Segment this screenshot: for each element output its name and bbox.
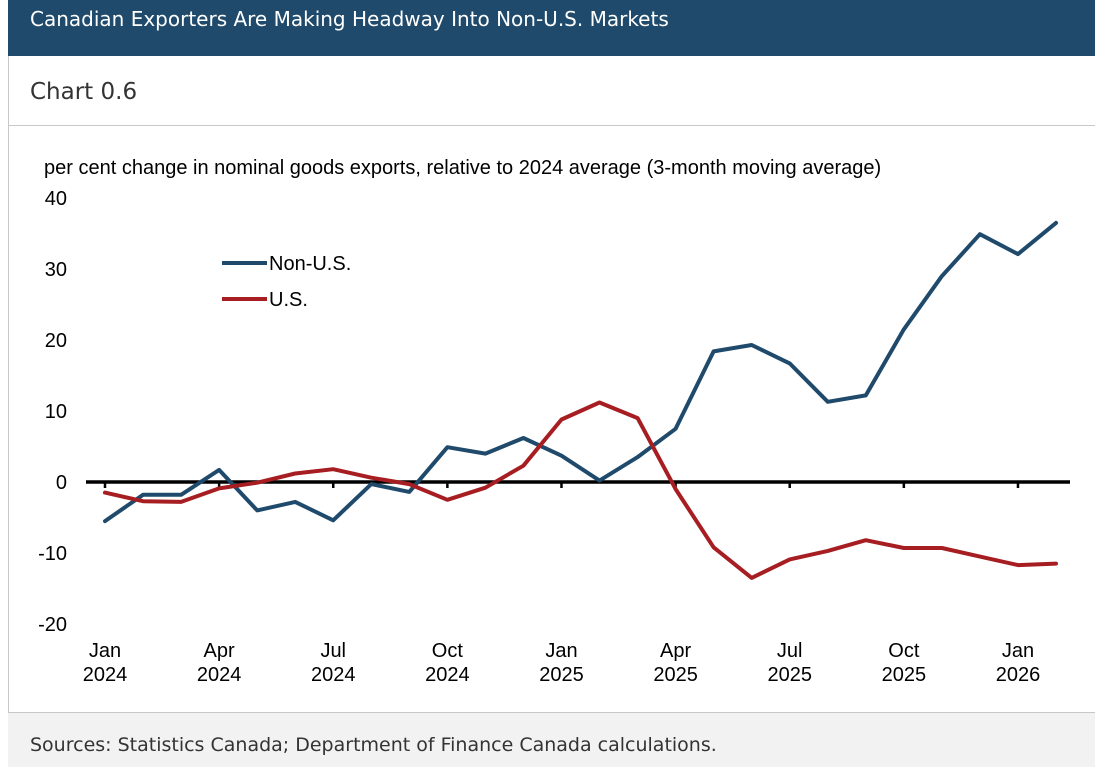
x-tick-label-month: Apr	[204, 640, 235, 662]
chart-area: per cent change in nominal goods exports…	[8, 127, 1095, 712]
x-tick-label-year: 2024	[83, 664, 128, 686]
x-tick-label-month: Jul	[320, 640, 346, 662]
y-axis: 40 30 20 10 0 -10 -20	[38, 188, 67, 636]
y-tick-label: 0	[56, 472, 67, 494]
x-tick-label-month: Jan	[1002, 640, 1034, 662]
header-title: Canadian Exporters Are Making Headway In…	[30, 7, 669, 31]
y-tick-label: 40	[45, 188, 67, 210]
x-tick-label-year: 2025	[882, 664, 927, 686]
series-line-non-u-s	[103, 220, 1058, 524]
x-tick-label-month: Oct	[432, 640, 464, 662]
x-tick-label-year: 2024	[425, 664, 470, 686]
chart-title: per cent change in nominal goods exports…	[44, 157, 881, 179]
x-tick-label-month: Jan	[89, 640, 121, 662]
x-tick-label-year: 2025	[653, 664, 698, 686]
series-line-u-s	[103, 400, 1058, 580]
x-axis: Jan2024Apr2024Jul2024Oct2024Jan2025Apr20…	[83, 480, 1070, 686]
header-bar: Canadian Exporters Are Making Headway In…	[8, 0, 1095, 56]
chart-number: Chart 0.6	[30, 79, 138, 105]
x-tick-label-year: 2026	[996, 664, 1041, 686]
chart-card	[8, 0, 1095, 767]
y-tick-label: 20	[45, 330, 67, 352]
x-tick-label-month: Jan	[545, 640, 577, 662]
x-tick-label-year: 2024	[311, 664, 356, 686]
y-tick-label: 10	[45, 401, 67, 423]
y-tick-label: -20	[38, 614, 67, 636]
legend: Non-U.S. U.S.	[222, 253, 351, 311]
x-tick-label-year: 2024	[197, 664, 242, 686]
line-chart: per cent change in nominal goods exports…	[38, 157, 1070, 686]
chart-number-bar: Chart 0.6	[8, 56, 1095, 126]
x-tick-label-month: Jul	[777, 640, 803, 662]
sources-note: Sources: Statistics Canada; Department o…	[30, 734, 717, 756]
x-tick-label-month: Oct	[888, 640, 920, 662]
y-tick-label: -10	[38, 543, 67, 565]
x-tick-label-year: 2025	[539, 664, 584, 686]
legend-label: Non-U.S.	[269, 253, 351, 275]
legend-label: U.S.	[269, 289, 308, 311]
y-tick-label: 30	[45, 259, 67, 281]
series-lines	[103, 220, 1058, 580]
footer-bar: Sources: Statistics Canada; Department o…	[8, 712, 1095, 767]
x-tick-label-year: 2025	[767, 664, 812, 686]
x-tick-label-month: Apr	[660, 640, 691, 662]
